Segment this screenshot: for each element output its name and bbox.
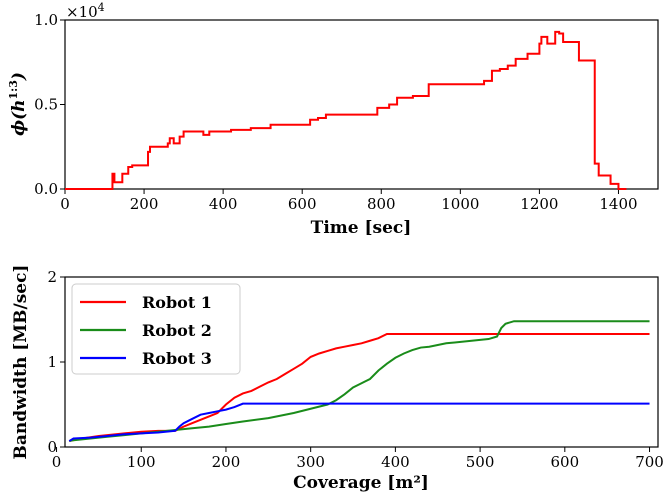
time-chart-x-tick-label: 1000 [441,195,479,213]
time-chart-x-tick-label: 200 [130,195,159,213]
time-chart-y-axis: 0.0 0.5 1.0 [34,11,65,198]
coverage-chart-y-tick-label: 1 [47,353,57,371]
time-chart-y-axis-label-close: ) [9,72,29,81]
legend-label-robot-2: Robot 2 [142,321,212,340]
coverage-chart-x-tick-label: 400 [381,453,410,471]
coverage-chart-y-axis-label: Bandwidth [MB/sec] [11,265,31,460]
time-chart-y-tick-label: 1.0 [34,11,58,29]
time-chart: 0 200 400 600 800 1000 1200 1400 0.0 0.5 1.0 Time… [7,1,659,238]
time-chart-plot-area [64,19,659,190]
coverage-chart-x-tick-label: 300 [296,453,325,471]
time-chart-x-axis: 0 200 400 600 800 1000 1200 1400 [60,189,638,213]
coverage-chart-series-1-line [69,332,650,443]
coverage-chart-x-tick-label: 0 [52,453,62,471]
time-chart-x-tick-label: 800 [367,195,396,213]
coverage-chart-x-tick-label: 200 [212,453,241,471]
time-chart-y-multiplier-base: ×10 [66,3,98,21]
time-chart-y-multiplier-exp: 4 [98,1,105,14]
time-chart-y-multiplier: ×104 [66,1,105,21]
coverage-chart-y-axis: 0 1 2 [47,268,65,456]
legend-label-robot-1: Robot 1 [142,293,212,312]
time-chart-y-tick-label: 0.5 [34,96,58,114]
time-chart-y-axis-label-sup: 1:3 [7,80,20,99]
coverage-chart-x-tick-label: 600 [550,453,579,471]
coverage-chart-x-axis: 0 100 200 300 400 500 600 700 [52,447,664,471]
time-chart-x-tick-label: 400 [209,195,238,213]
time-chart-x-tick-label: 1400 [599,195,637,213]
time-chart-y-axis-label: ϕ(h1:3) [7,72,29,136]
coverage-chart-series [68,320,650,443]
time-chart-series-line [65,30,627,190]
coverage-chart-y-tick-label: 0 [47,438,57,456]
coverage-chart-x-axis-label: Coverage [m²] [293,473,429,493]
time-chart-y-axis-label-main: ϕ(h [9,100,29,136]
legend-label-robot-3: Robot 3 [142,349,212,368]
coverage-chart: 0 100 200 300 400 500 600 700 0 1 2 Coverage [m²]… [11,265,664,493]
coverage-chart-series-3-line [68,402,650,442]
time-chart-x-axis-label: Time [sec] [311,218,412,238]
time-chart-x-tick-label: 600 [288,195,317,213]
time-chart-y-axis-label-text: ϕ(h1:3) [7,72,29,136]
legend-box [71,283,241,375]
coverage-chart-y-tick-label: 2 [47,268,57,286]
coverage-chart-x-tick-label: 100 [127,453,156,471]
coverage-chart-x-tick-label: 700 [635,453,664,471]
time-chart-y-tick-label: 0.0 [34,180,58,198]
coverage-chart-x-tick-label: 500 [466,453,495,471]
time-chart-x-tick-label: 1200 [520,195,558,213]
coverage-chart-legend: Robot 1 Robot 2 Robot 3 [71,283,241,375]
time-chart-x-tick-label: 0 [60,195,70,213]
